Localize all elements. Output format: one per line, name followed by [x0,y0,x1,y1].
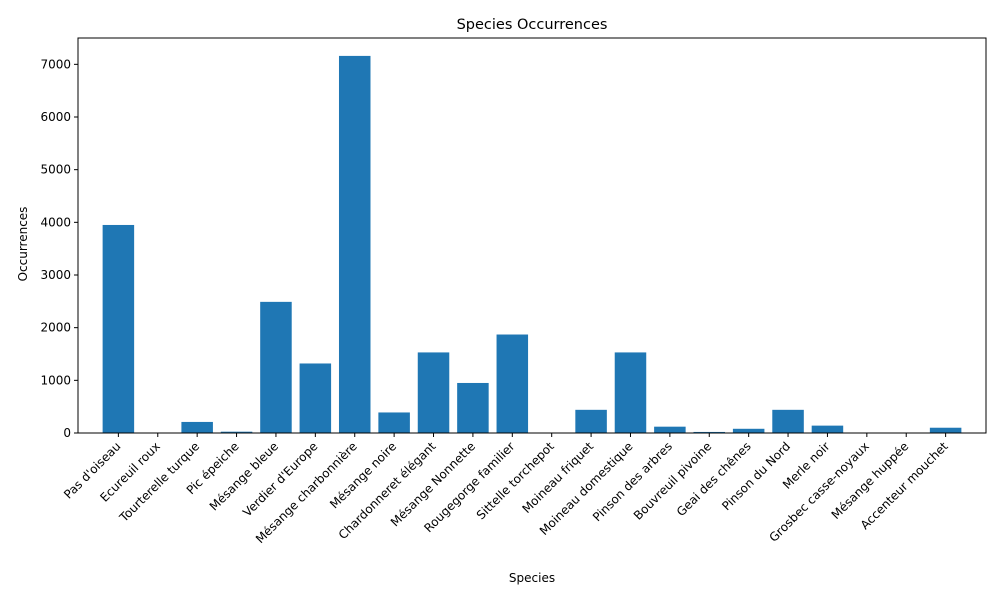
bar [102,224,135,433]
y-tick-label: 4000 [40,215,71,229]
bar [732,428,765,433]
bar [260,301,292,433]
plot-frame [77,37,987,434]
bar [338,55,371,433]
bar [575,409,607,433]
bar [496,334,529,433]
x-tick-label: Moineau friquet [519,439,596,516]
y-tick-label: 7000 [40,57,71,71]
y-axis-label: Occurrences [16,207,30,282]
bar [811,425,844,433]
x-tick-label: Pinson du Nord [719,439,793,513]
y-tick-label: 1000 [40,373,71,387]
chart-title: Species Occurrences [457,17,608,33]
y-tick-label: 3000 [40,268,71,282]
bar [614,352,647,433]
x-tick-label: Geai des chênes [674,439,754,519]
bars-group [102,55,962,433]
x-axis-label: Species [509,571,555,585]
bar [378,412,410,433]
bar [654,426,686,433]
bar [693,431,726,433]
bar [929,427,962,433]
y-tick-label: 6000 [40,110,71,124]
y-axis: 0 1000 2000 3000 4000 5000 6000 7000 [40,57,78,440]
bar [220,431,253,433]
y-tick-label: 2000 [40,321,71,335]
bar [772,409,804,433]
bar [299,363,332,433]
bar [181,421,213,433]
y-tick-label: 5000 [40,163,71,177]
x-tick-label: Mésange bleue [207,439,281,513]
bar [417,352,450,433]
bar [457,382,489,433]
y-tick-label: 0 [63,426,71,440]
